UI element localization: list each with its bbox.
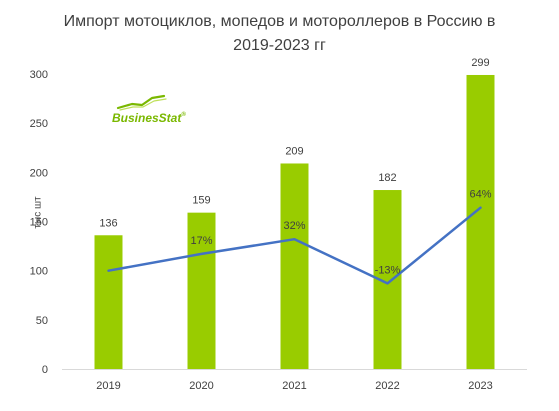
- bar-value-label: 159: [192, 195, 210, 207]
- y-axis-ticks: 0 50 100 150 200 250 300: [30, 69, 48, 376]
- bar-value-label: 299: [471, 57, 489, 69]
- chart-title-line-1: Импорт мотоциклов, мопедов и мотороллеро…: [63, 13, 496, 30]
- logo-wordmark: BusinesStat®: [112, 111, 186, 125]
- growth-line: 17% 32% -13% 64%: [107, 189, 492, 285]
- x-axis-ticks: 2019 2020 2021 2022 2023: [96, 380, 492, 392]
- y-tick-label: 100: [30, 266, 48, 278]
- y-tick-label: 150: [30, 217, 48, 229]
- chart-title: Импорт мотоциклов, мопедов и мотороллеро…: [0, 10, 559, 58]
- bar-2020: [187, 212, 216, 369]
- y-tick-label: 0: [42, 364, 48, 376]
- bar-2023: [466, 74, 495, 369]
- logo-swoosh-icon: [116, 94, 166, 110]
- y-tick-label: 50: [36, 315, 48, 327]
- y-tick-label: 250: [30, 118, 48, 130]
- growth-label: 32%: [283, 220, 305, 232]
- chart-title-line-2: 2019-2023 гг: [233, 37, 326, 54]
- x-tick-label: 2019: [96, 380, 120, 392]
- bar-value-label: 209: [285, 145, 303, 157]
- growth-line-path: [107, 206, 482, 285]
- data-labels: 136 159 209 182 299: [99, 57, 489, 229]
- bars: [94, 74, 495, 369]
- x-tick-label: 2020: [189, 380, 213, 392]
- x-tick-label: 2021: [282, 380, 306, 392]
- bar-2021: [280, 163, 309, 369]
- x-tick-label: 2023: [468, 380, 492, 392]
- bar-2019: [94, 235, 123, 369]
- bar-value-label: 182: [378, 172, 396, 184]
- y-tick-label: 300: [30, 69, 48, 81]
- businesstat-logo: BusinesStat®: [112, 92, 202, 126]
- y-tick-label: 200: [30, 167, 48, 179]
- bar-value-label: 136: [99, 217, 117, 229]
- growth-label: -13%: [375, 264, 401, 276]
- growth-label: 17%: [190, 235, 212, 247]
- x-tick-label: 2022: [375, 380, 399, 392]
- growth-label: 64%: [469, 189, 491, 201]
